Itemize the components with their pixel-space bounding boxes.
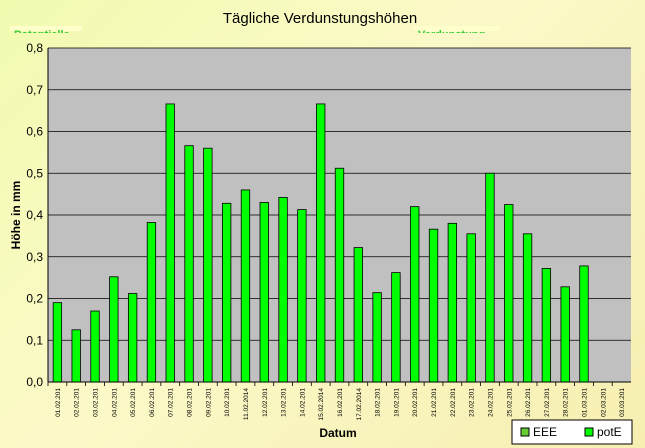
chart-title: Tägliche Verdunstungshöhen: [223, 10, 417, 27]
x-tick-label: 11.02.2014: [243, 388, 250, 420]
bar-pote: [90, 310, 100, 383]
x-tick-label: 02.02.201: [74, 388, 81, 417]
x-tick-label: 22.02.201: [450, 388, 457, 417]
x-tick-label: 13.02.201: [281, 388, 288, 417]
bar-pote: [52, 302, 63, 383]
bar-pote: [222, 202, 232, 383]
x-axis-label: Datum: [319, 426, 356, 440]
legend: EEE potE: [511, 419, 633, 445]
x-tick-label: 05.02.201: [130, 388, 137, 417]
x-tick-label: 09.02.201: [205, 388, 212, 417]
bar-pote: [240, 189, 251, 383]
x-tick-label: 20.02.201: [412, 388, 419, 417]
x-tick-label: 08.02.201: [187, 388, 194, 417]
x-tick-label: 04.02.201: [111, 388, 118, 417]
x-tick-label: 17.02.2014: [356, 388, 363, 421]
bars: [52, 103, 589, 383]
bar-pote: [428, 228, 439, 383]
bar-pote: [165, 103, 175, 383]
y-tick-labels: 0,0 0,1 0,2 0,3 0,4 0,5 0,6 0,7 0,8: [26, 41, 43, 389]
bar-pote: [184, 145, 194, 383]
x-tick-label: 14.02.201: [299, 388, 306, 417]
bar-pote: [579, 265, 589, 383]
x-tick-label: 28.02.201: [563, 388, 570, 417]
x-tick-label: 15.02.2014: [318, 388, 325, 421]
x-tick-label: 25.02.201: [506, 388, 513, 417]
x-tick-label: 21.02.201: [431, 388, 438, 417]
y-tick-label: 0,5: [26, 166, 43, 180]
bar-pote: [541, 268, 552, 383]
bar-pote: [504, 204, 514, 383]
x-tick-label: 16.02.201: [337, 388, 344, 417]
x-tick-labels: 01.02.201 02.02.201 03.02.201 04.02.201 05.0…: [47, 382, 626, 421]
x-tick-label: 07.02.201: [168, 388, 175, 417]
bar-pote: [146, 222, 157, 383]
bar-pote: [447, 222, 457, 383]
x-tick-label: 03.03.201: [619, 388, 626, 417]
legend-swatch-pote: [584, 427, 594, 437]
bar-pote: [127, 293, 138, 383]
y-axis-label: Höhe in mm: [9, 181, 23, 250]
legend-swatch-eee: [520, 427, 530, 437]
y-tick-label: 0,7: [26, 83, 43, 97]
bar-pote: [485, 172, 495, 383]
y-tick-label: 0,4: [26, 208, 43, 222]
bar-pote: [71, 329, 81, 383]
bar-pote: [372, 292, 382, 383]
x-tick-label: 10.02.201: [224, 388, 231, 417]
overlay-label-box-right: [414, 26, 500, 31]
y-tick-label: 0,8: [26, 41, 43, 55]
x-tick-label: 27.02.201: [544, 388, 551, 417]
bar-pote: [391, 272, 401, 383]
bar-pote: [278, 197, 288, 383]
bar-pote: [203, 147, 213, 383]
bar-pote: [560, 286, 570, 383]
x-tick-label: 18.02.201: [375, 388, 382, 417]
y-tick-label: 0,6: [26, 125, 43, 139]
x-tick-label: 01.03.201: [581, 388, 588, 417]
x-tick-label: 19.02.201: [393, 388, 400, 417]
x-tick-label: 12.02.201: [262, 388, 269, 417]
x-tick-label: 01.02.201: [55, 388, 62, 417]
x-tick-label: 06.02.201: [149, 388, 156, 417]
x-tick-label: 03.02.201: [93, 388, 100, 417]
bar-pote: [353, 247, 363, 383]
legend-box: [511, 419, 633, 445]
bar-pote: [466, 233, 476, 383]
bar-pote: [334, 167, 345, 383]
overlay-label-box-left: [10, 26, 82, 31]
bar-pote: [297, 209, 307, 383]
x-tick-label: 24.02.201: [487, 388, 494, 417]
bar-pote: [259, 202, 269, 383]
bar-pote: [316, 103, 326, 383]
x-tick-label: 23.02.201: [469, 388, 476, 417]
bar-pote: [410, 206, 420, 383]
overlay-label-right: Verdunstung: [418, 29, 485, 41]
y-tick-label: 0,1: [26, 333, 43, 347]
bar-pote: [522, 233, 533, 383]
y-tick-label: 0,0: [26, 375, 43, 389]
bar-pote: [109, 276, 119, 383]
y-tick-label: 0,2: [26, 292, 43, 306]
legend-label-pote: potE: [597, 425, 622, 439]
overlay-label-left: Potentielle: [14, 29, 70, 41]
x-tick-label: 02.03.201: [600, 388, 607, 417]
x-tick-label: 26.02.201: [525, 388, 532, 417]
legend-label-eee: EEE: [533, 425, 557, 439]
y-tick-label: 0,3: [26, 250, 43, 264]
